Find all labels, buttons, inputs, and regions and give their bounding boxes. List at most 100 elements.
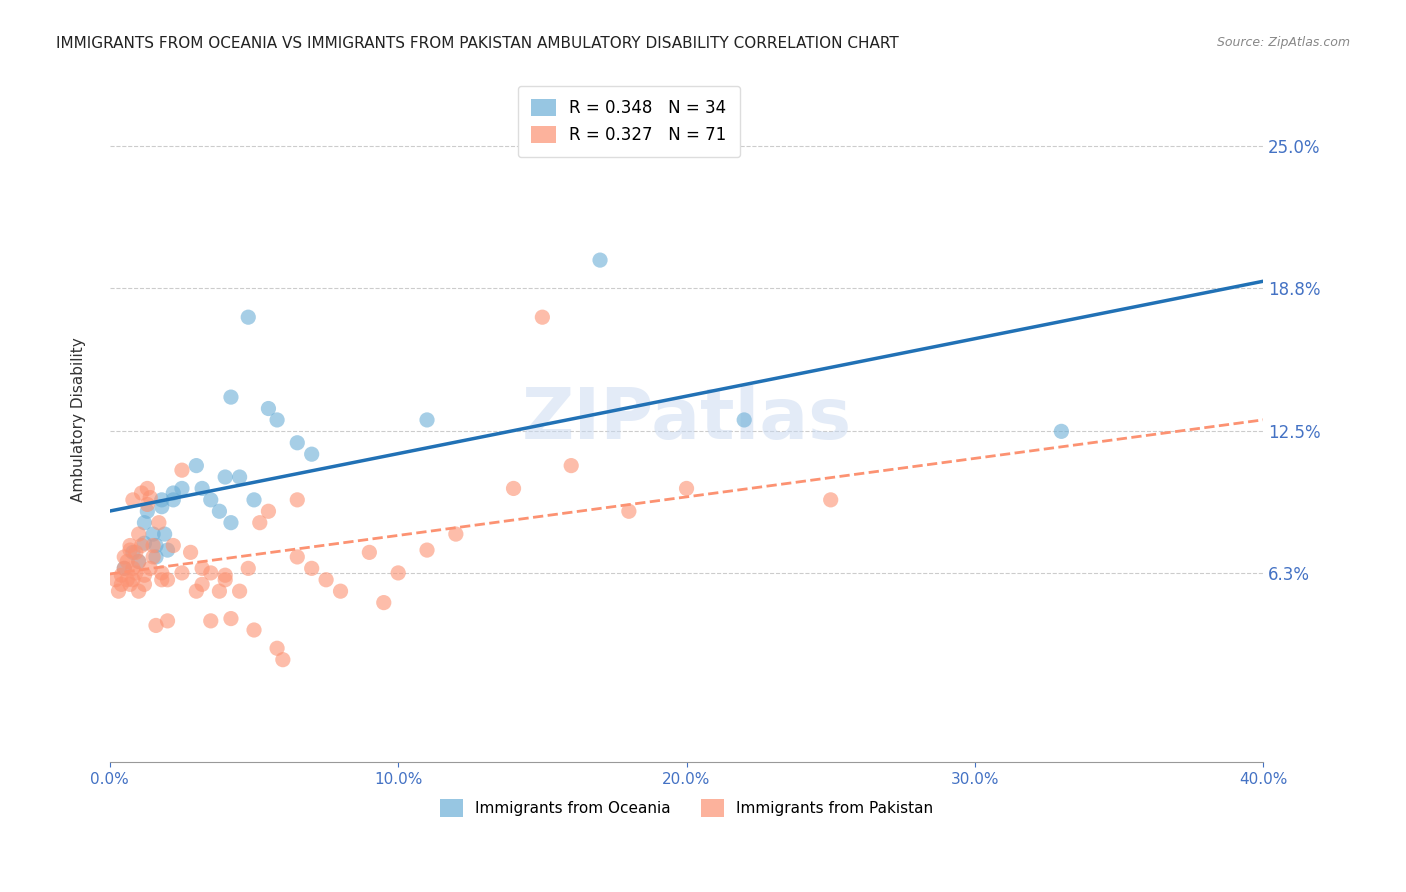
Point [416, 413, 439, 427]
Point [228, 584, 250, 599]
Point [238, 310, 260, 325]
Point [148, 516, 170, 530]
Point [153, 527, 176, 541]
Point [200, 492, 222, 507]
Point [208, 504, 231, 518]
Point [112, 549, 135, 564]
Point [145, 549, 167, 564]
Point [238, 561, 260, 575]
Point [200, 566, 222, 580]
Point [249, 516, 271, 530]
Point [125, 545, 148, 559]
Point [131, 539, 153, 553]
Point [112, 561, 135, 575]
Point [266, 413, 288, 427]
Legend: Immigrants from Oceania, Immigrants from Pakistan: Immigrants from Oceania, Immigrants from… [433, 792, 939, 823]
Point [315, 573, 337, 587]
Point [617, 504, 640, 518]
Point [122, 561, 145, 575]
Point [266, 641, 288, 656]
Point [170, 463, 193, 477]
Point [162, 539, 184, 553]
Y-axis label: Ambulatory Disability: Ambulatory Disability [72, 337, 86, 502]
Point [122, 573, 145, 587]
Point [134, 516, 156, 530]
Point [228, 470, 250, 484]
Point [110, 577, 132, 591]
Point [110, 568, 132, 582]
Point [150, 573, 173, 587]
Point [136, 497, 159, 511]
Point [180, 545, 202, 559]
Point [301, 561, 323, 575]
Point [156, 543, 179, 558]
Point [820, 492, 842, 507]
Point [200, 614, 222, 628]
Point [243, 492, 266, 507]
Point [134, 577, 156, 591]
Point [150, 500, 173, 514]
Point [162, 492, 184, 507]
Point [128, 554, 150, 568]
Point [139, 561, 162, 575]
Point [150, 492, 173, 507]
Point [118, 539, 141, 553]
Point [191, 561, 214, 575]
Point [134, 568, 156, 582]
Point [136, 504, 159, 518]
Point [139, 491, 162, 505]
Point [531, 310, 554, 325]
Point [162, 486, 184, 500]
Point [145, 539, 167, 553]
Point [219, 611, 242, 625]
Point [104, 573, 127, 587]
Point [285, 549, 308, 564]
Point [214, 568, 236, 582]
Point [329, 584, 352, 599]
Point [170, 566, 193, 580]
Point [112, 561, 135, 575]
Point [214, 573, 236, 587]
Point [107, 584, 129, 599]
Point [142, 527, 165, 541]
Point [285, 435, 308, 450]
Point [170, 482, 193, 496]
Point [219, 516, 242, 530]
Point [1050, 425, 1073, 439]
Point [214, 470, 236, 484]
Point [128, 554, 150, 568]
Point [115, 554, 138, 568]
Point [134, 536, 156, 550]
Point [219, 390, 242, 404]
Point [142, 549, 165, 564]
Point [444, 527, 467, 541]
Point [142, 539, 165, 553]
Point [131, 486, 153, 500]
Point [285, 492, 308, 507]
Text: IMMIGRANTS FROM OCEANIA VS IMMIGRANTS FROM PAKISTAN AMBULATORY DISABILITY CORREL: IMMIGRANTS FROM OCEANIA VS IMMIGRANTS FR… [56, 36, 898, 51]
Point [733, 413, 755, 427]
Point [186, 458, 208, 473]
Text: ZIPatlas: ZIPatlas [522, 385, 852, 454]
Point [128, 527, 150, 541]
Point [373, 596, 395, 610]
Point [186, 584, 208, 599]
Point [145, 618, 167, 632]
Point [136, 482, 159, 496]
Point [115, 573, 138, 587]
Point [156, 573, 179, 587]
Point [150, 566, 173, 580]
Point [118, 543, 141, 558]
Point [125, 566, 148, 580]
Point [191, 577, 214, 591]
Point [118, 577, 141, 591]
Point [416, 543, 439, 558]
Point [675, 482, 697, 496]
Point [359, 545, 381, 559]
Point [122, 545, 145, 559]
Point [257, 401, 280, 416]
Point [301, 447, 323, 461]
Point [243, 623, 266, 637]
Point [589, 253, 612, 268]
Point [502, 482, 524, 496]
